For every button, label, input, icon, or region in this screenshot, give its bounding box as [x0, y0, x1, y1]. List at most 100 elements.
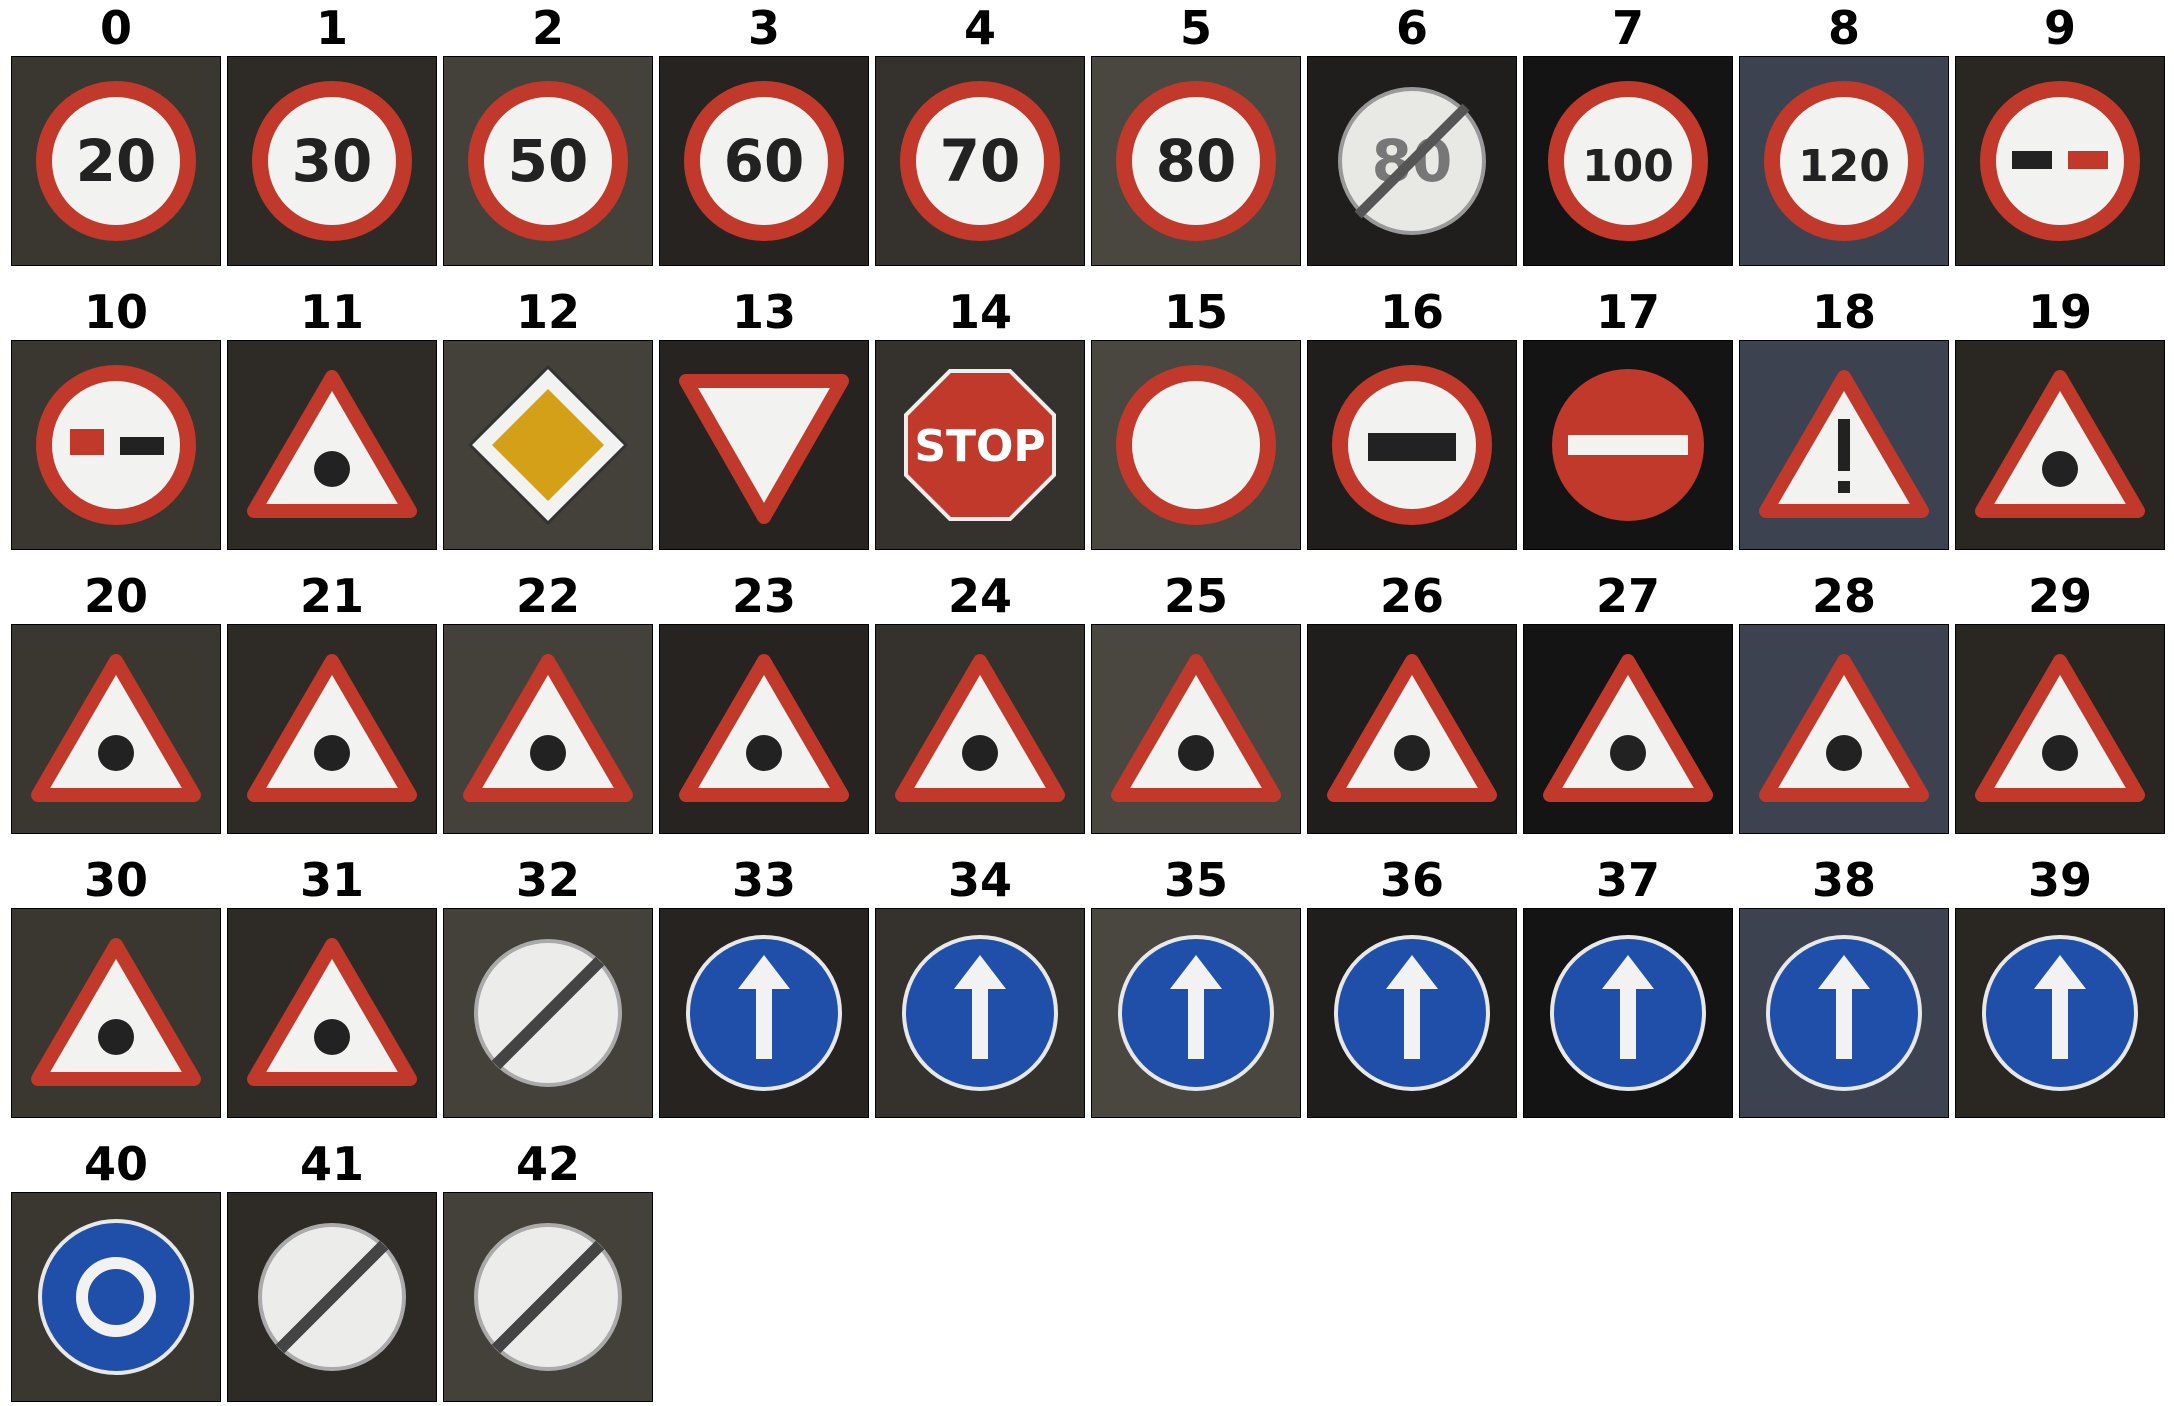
sign-image: 60 [659, 56, 869, 266]
cell-label: 24 [947, 569, 1012, 623]
cell-label: 35 [1163, 853, 1228, 907]
sign-image [1091, 624, 1301, 834]
cell-label: 32 [515, 853, 580, 907]
cell-label: 30 [83, 853, 148, 907]
sign-image [659, 340, 869, 550]
sign-image [1739, 340, 1949, 550]
cell-label: 12 [515, 285, 580, 339]
svg-text:100: 100 [1582, 141, 1674, 192]
cell-label: 28 [1811, 569, 1876, 623]
sign-cell: 28 [1739, 568, 1949, 838]
sign-image: 20 [11, 56, 221, 266]
sign-cell: 17 [1523, 284, 1733, 554]
sign-image [11, 908, 221, 1118]
sign-cell: 1 30 [227, 0, 437, 270]
cell-label: 25 [1163, 569, 1228, 623]
sign-cell: 13 [659, 284, 869, 554]
sign-cell: 38 [1739, 852, 1949, 1122]
sign-image [11, 340, 221, 550]
sign-cell: 23 [659, 568, 869, 838]
sign-cell: 8 120 [1739, 0, 1949, 270]
cell-label: 14 [947, 285, 1012, 339]
sign-image [1955, 340, 2165, 550]
sign-cell: 29 [1955, 568, 2165, 838]
sign-cell: 36 [1307, 852, 1517, 1122]
cell-label: 16 [1379, 285, 1444, 339]
sign-image [1955, 624, 2165, 834]
cell-label: 27 [1595, 569, 1660, 623]
sign-image [227, 624, 437, 834]
sign-image [227, 1192, 437, 1402]
cell-label: 29 [2027, 569, 2092, 623]
cell-label: 3 [747, 1, 780, 55]
cell-label: 42 [515, 1137, 580, 1191]
sign-cell: 21 [227, 568, 437, 838]
sign-image [11, 1192, 221, 1402]
sign-image: STOP [875, 340, 1085, 550]
svg-text:30: 30 [292, 127, 373, 195]
cell-label: 11 [299, 285, 364, 339]
svg-text:70: 70 [940, 127, 1021, 195]
sign-cell: 40 [11, 1136, 221, 1406]
sign-cell: 42 [443, 1136, 653, 1406]
cell-label: 6 [1395, 1, 1428, 55]
cell-label: 22 [515, 569, 580, 623]
cell-label: 13 [731, 285, 796, 339]
sign-cell: 9 [1955, 0, 2165, 270]
sign-image [1739, 908, 1949, 1118]
cell-label: 1 [315, 1, 348, 55]
sign-cell: 31 [227, 852, 437, 1122]
sign-cell: 27 [1523, 568, 1733, 838]
sign-cell: 20 [11, 568, 221, 838]
sign-cell: 0 20 [11, 0, 221, 270]
sign-image [1523, 624, 1733, 834]
cell-label: 38 [1811, 853, 1876, 907]
cell-label: 19 [2027, 285, 2092, 339]
sign-image [659, 908, 869, 1118]
sign-cell: 14 STOP [875, 284, 1085, 554]
cell-label: 41 [299, 1137, 364, 1191]
cell-label: 40 [83, 1137, 148, 1191]
sign-cell: 4 70 [875, 0, 1085, 270]
svg-text:STOP: STOP [914, 421, 1045, 472]
svg-text:60: 60 [724, 127, 805, 195]
cell-label: 26 [1379, 569, 1444, 623]
sign-image [227, 340, 437, 550]
sign-image [659, 624, 869, 834]
cell-label: 33 [731, 853, 796, 907]
sign-image [443, 624, 653, 834]
cell-label: 4 [963, 1, 996, 55]
sign-image [1091, 340, 1301, 550]
sign-image [443, 1192, 653, 1402]
svg-text:80: 80 [1156, 127, 1237, 195]
cell-label: 34 [947, 853, 1012, 907]
sign-cell: 2 50 [443, 0, 653, 270]
svg-text:20: 20 [76, 127, 157, 195]
sign-image [1307, 340, 1517, 550]
cell-label: 37 [1595, 853, 1660, 907]
sign-cell: 5 80 [1091, 0, 1301, 270]
sign-image [1523, 340, 1733, 550]
sign-cell: 12 [443, 284, 653, 554]
sign-image [875, 624, 1085, 834]
sign-image: 30 [227, 56, 437, 266]
sign-image [1523, 908, 1733, 1118]
sign-image [227, 908, 437, 1118]
sign-image [1307, 624, 1517, 834]
sign-image: 70 [875, 56, 1085, 266]
cell-label: 2 [531, 1, 564, 55]
cell-label: 15 [1163, 285, 1228, 339]
cell-label: 36 [1379, 853, 1444, 907]
cell-label: 21 [299, 569, 364, 623]
sign-cell: 32 [443, 852, 653, 1122]
sign-image [1307, 908, 1517, 1118]
cell-label: 8 [1827, 1, 1860, 55]
sign-cell: 35 [1091, 852, 1301, 1122]
cell-label: 20 [83, 569, 148, 623]
cell-label: 17 [1595, 285, 1660, 339]
svg-text:120: 120 [1798, 141, 1890, 192]
sign-cell: 34 [875, 852, 1085, 1122]
sign-cell: 41 [227, 1136, 437, 1406]
sign-cell: 39 [1955, 852, 2165, 1122]
